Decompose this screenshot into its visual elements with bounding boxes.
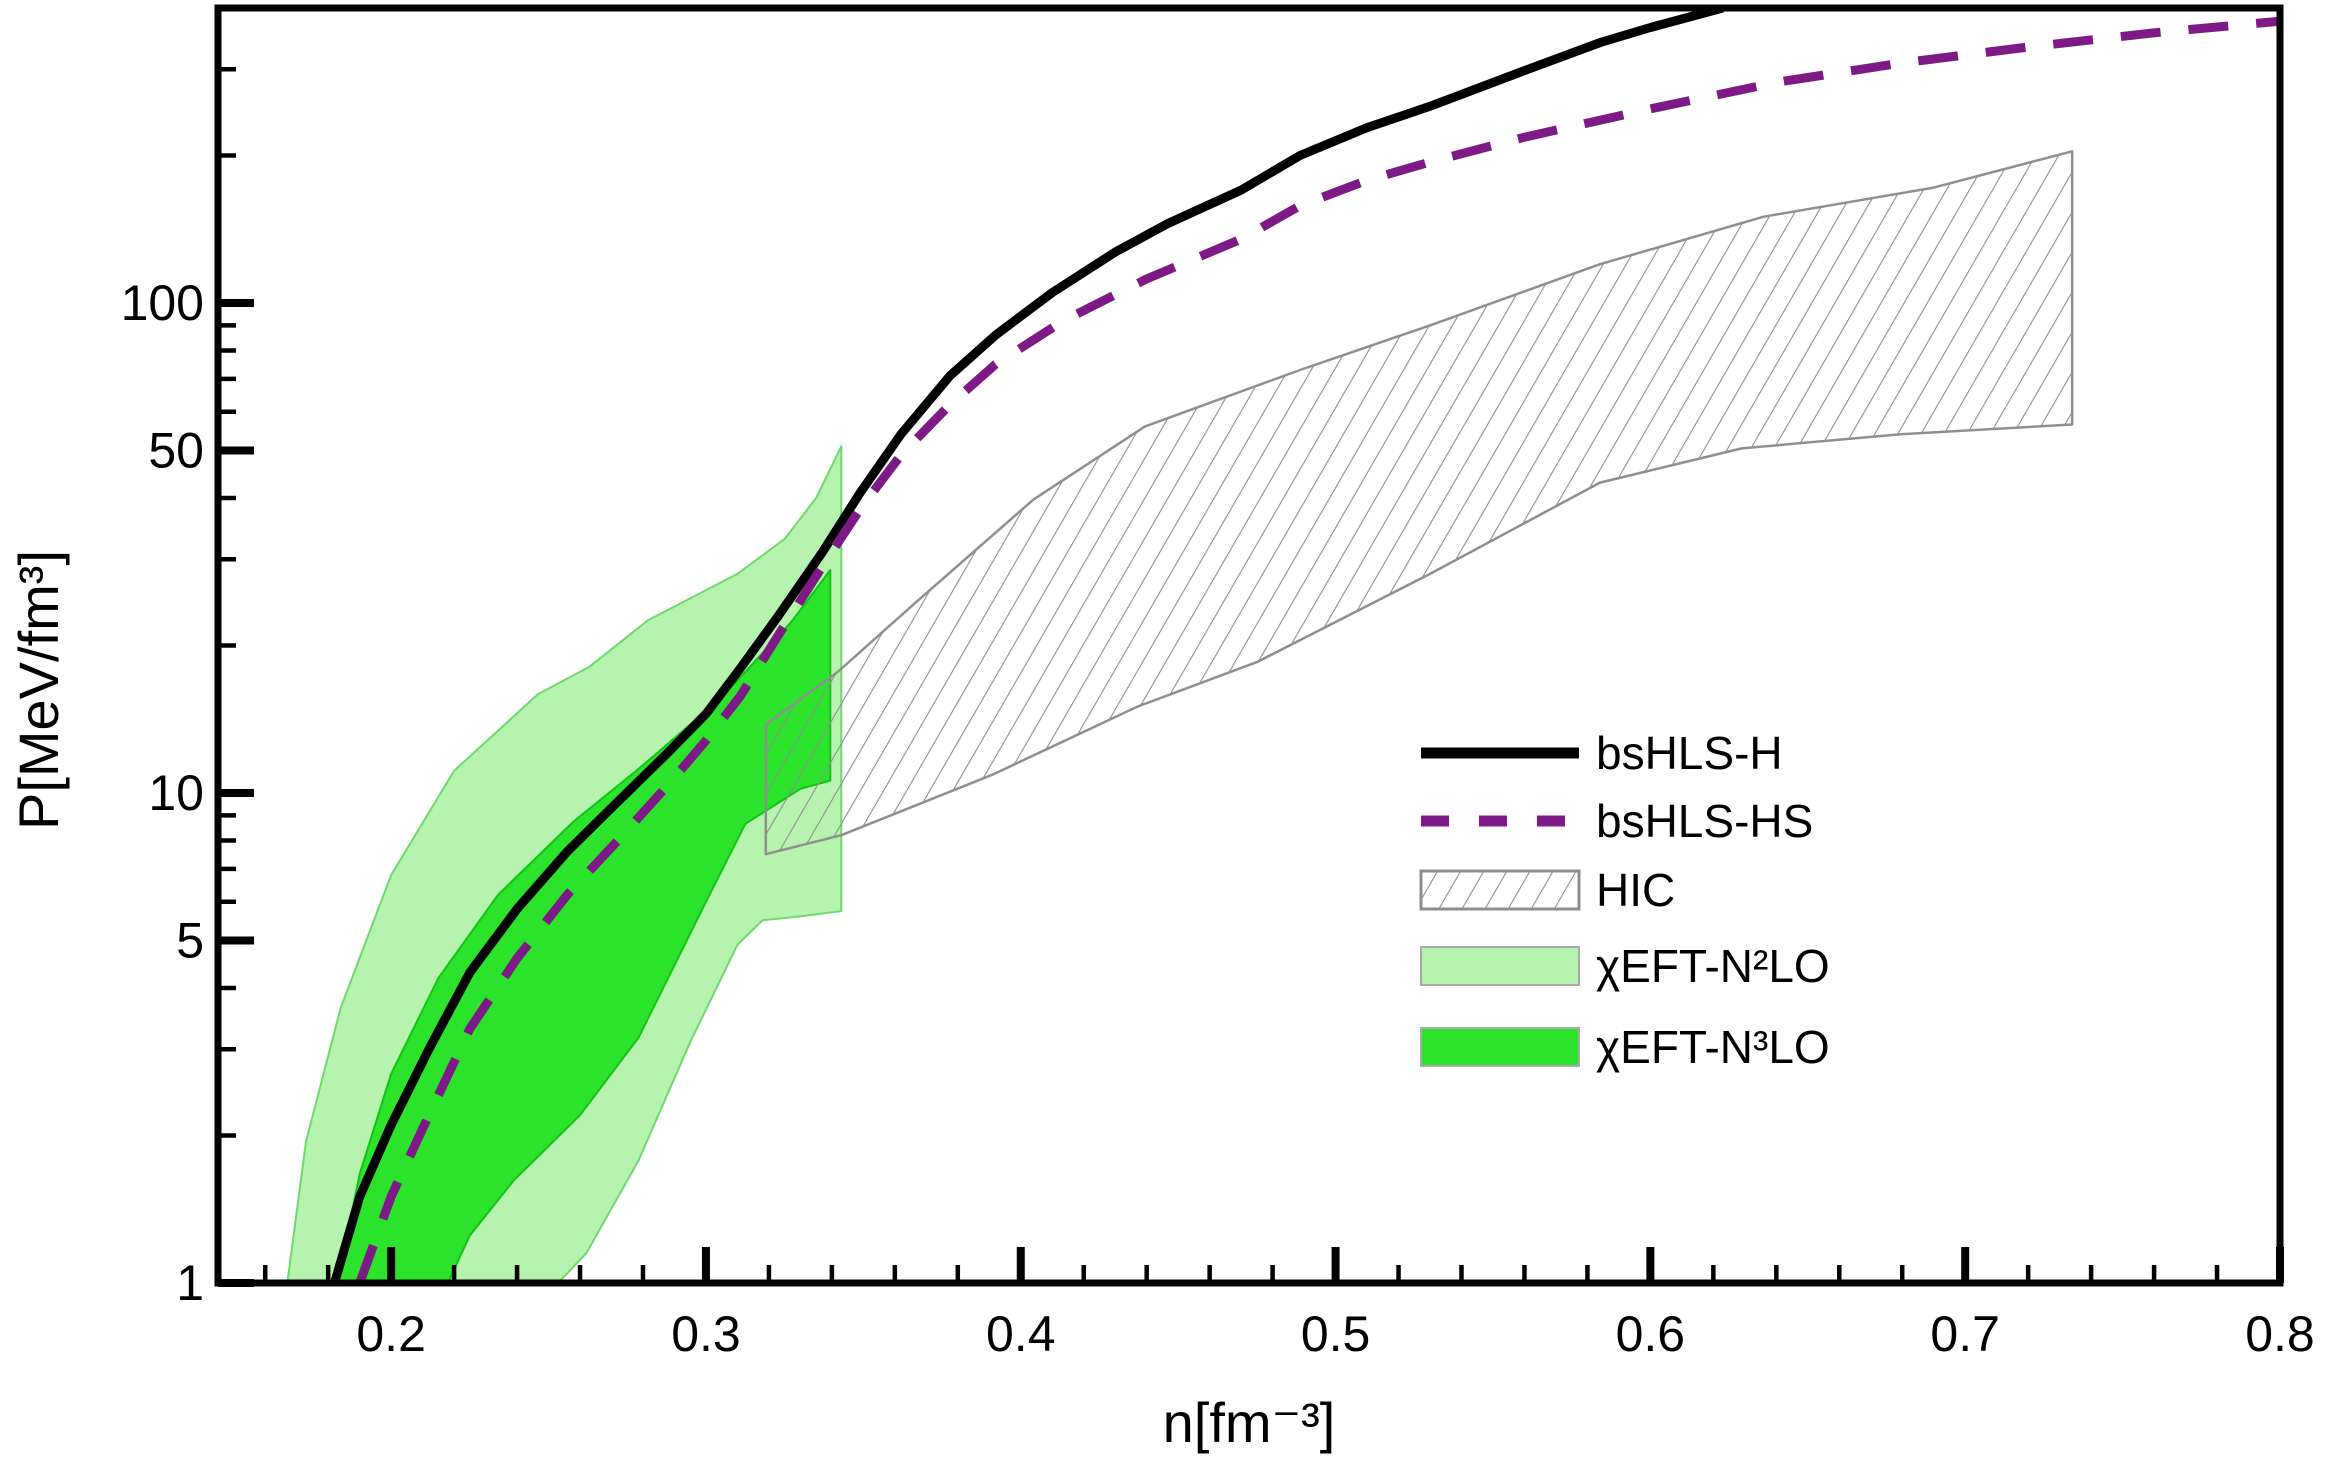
legend-item: χEFT-N³LO (1420, 1021, 1830, 1073)
legend-label: bsHLS-HS (1596, 795, 1813, 847)
legend-item: bsHLS-HS (1421, 795, 1813, 847)
legend-label: HIC (1596, 864, 1675, 916)
legend-item: bsHLS-H (1421, 727, 1783, 779)
eos-curves (330, 8, 2280, 1283)
band-hic (764, 150, 2074, 856)
y-tick-label: 100 (121, 275, 204, 331)
legend-label: χEFT-N³LO (1596, 1021, 1830, 1073)
x-tick-label: 0.3 (671, 1306, 741, 1362)
legend-label: χEFT-N²LO (1596, 940, 1830, 992)
x-tick-label: 0.5 (1301, 1306, 1371, 1362)
y-axis-label: P[MeV/fm³] (7, 550, 70, 830)
y-tick-label: 5 (176, 913, 204, 969)
x-tick-label: 0.2 (356, 1306, 426, 1362)
legend-label: bsHLS-H (1596, 727, 1783, 779)
y-tick-label: 10 (148, 765, 204, 821)
plot-frame (214, 4, 2284, 1287)
uncertainty-bands (286, 150, 2074, 1283)
legend-box-swatch (1420, 946, 1580, 986)
y-tick-label: 1 (176, 1255, 204, 1311)
legend-hatch-swatch (1419, 869, 1581, 911)
x-tick-label: 0.8 (2245, 1306, 2315, 1362)
curve-bshls-h (330, 8, 1724, 1283)
curve-bshls-hs (355, 16, 2280, 1283)
y-tick-label: 50 (148, 423, 204, 479)
legend-item: χEFT-N²LO (1420, 940, 1830, 992)
legend-item: HIC (1419, 864, 1675, 916)
band-chieft-n3lo (336, 569, 832, 1283)
legend: bsHLS-H bsHLS-HS HIC χEFT-N²LO χEFT-N³LO (1419, 727, 1830, 1073)
x-tick-label: 0.7 (1930, 1306, 2000, 1362)
tick-labels: 0.2 0.3 0.4 0.5 0.6 0.7 0.8 1 5 10 50 100 (121, 275, 2315, 1362)
x-tick-label: 0.6 (1616, 1306, 1686, 1362)
legend-box-swatch (1420, 1027, 1580, 1067)
x-tick-label: 0.4 (986, 1306, 1056, 1362)
x-axis-label: n[fm⁻³] (1163, 1391, 1336, 1454)
